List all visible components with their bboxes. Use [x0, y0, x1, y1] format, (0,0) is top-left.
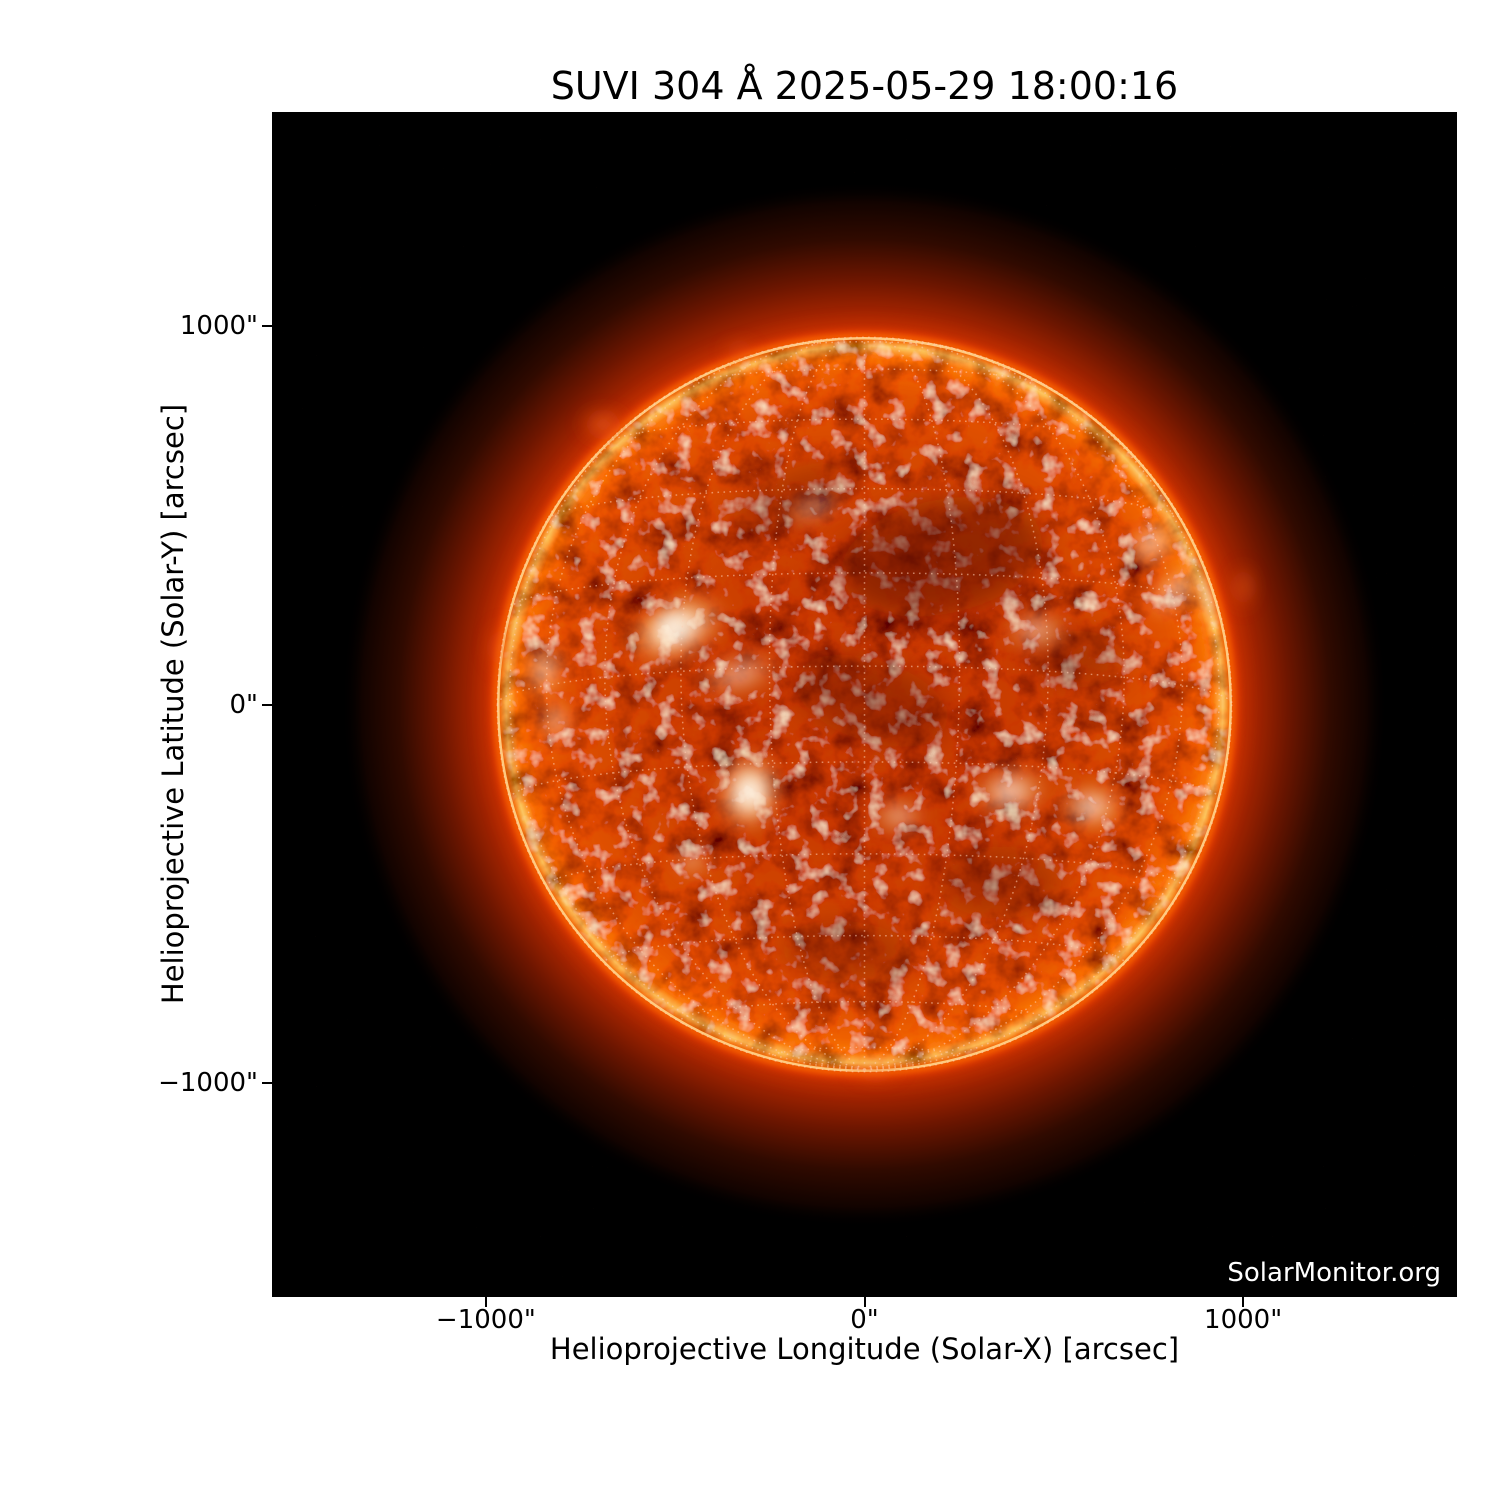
- grid-line: [509, 761, 1220, 800]
- active-region: [969, 764, 1051, 820]
- grid-line: [864, 366, 1220, 1071]
- grid-line: [680, 1000, 1049, 1025]
- active-region: [537, 695, 574, 749]
- heliographic-grid: [496, 336, 1233, 1073]
- active-region: [777, 487, 850, 529]
- grid-line: [768, 1046, 961, 1062]
- grid-line: [680, 337, 865, 1071]
- x-tick-label: −1000": [435, 1305, 536, 1335]
- prominence: [1227, 558, 1259, 616]
- grid-line: [864, 337, 1049, 1071]
- dark-region: [841, 497, 1043, 617]
- y-tick-label: 1000": [179, 310, 258, 341]
- active-region: [730, 768, 771, 818]
- y-tick-mark: [262, 1082, 272, 1085]
- y-tick-mark: [262, 703, 272, 706]
- x-tick-mark: [484, 1297, 487, 1307]
- limb-grid-circle: [496, 336, 1233, 1073]
- grid-line: [496, 665, 1233, 705]
- active-region: [523, 640, 566, 701]
- active-region: [1141, 560, 1209, 622]
- x-axis-label: Helioprojective Longitude (Solar-X) [arc…: [549, 1332, 1180, 1366]
- active-regions: [523, 487, 1232, 878]
- prominence: [843, 1056, 909, 1084]
- active-region: [695, 649, 784, 700]
- watermark: SolarMonitor.org: [1227, 1258, 1441, 1288]
- grid-line: [546, 487, 1183, 521]
- grid-line: [509, 366, 865, 1071]
- prominence: [574, 405, 632, 444]
- sun-image: [272, 112, 1457, 1297]
- x-tick-label: 0": [850, 1305, 879, 1335]
- active-region: [671, 845, 714, 878]
- grid-line: [606, 418, 1123, 444]
- active-region: [1001, 607, 1072, 654]
- grid-line: [545, 342, 865, 1071]
- active-region: [868, 796, 929, 837]
- y-tick-mark: [262, 324, 272, 327]
- active-region: [1122, 517, 1182, 570]
- x-tick-label: 1000": [1204, 1305, 1283, 1335]
- figure-title: SUVI 304 Å 2025-05-29 18:00:16: [550, 64, 1179, 108]
- active-region: [1056, 781, 1127, 833]
- grid-line: [864, 336, 961, 1071]
- x-tick-mark: [863, 1297, 866, 1307]
- active-region: [643, 604, 700, 646]
- dark-region: [731, 463, 847, 534]
- grid-line: [864, 342, 1184, 1071]
- prominence: [716, 339, 763, 362]
- y-axis-label: Helioprojective Latitude (Solar-Y) [arcs…: [156, 403, 190, 1005]
- y-tick-label: −1000": [158, 1068, 258, 1099]
- prominences: [484, 339, 1259, 1084]
- grid-line: [768, 336, 865, 1071]
- dark-region: [795, 654, 949, 747]
- grid-line: [684, 368, 1045, 385]
- grid-line: [604, 339, 865, 1071]
- prominence: [484, 617, 519, 678]
- grid-line: [864, 339, 1125, 1071]
- plot-area: SolarMonitor.org: [272, 112, 1457, 1297]
- x-tick-mark: [1242, 1297, 1245, 1307]
- dark-region: [938, 846, 1064, 919]
- grid-line: [545, 853, 1184, 889]
- y-tick-label: 0": [229, 689, 258, 720]
